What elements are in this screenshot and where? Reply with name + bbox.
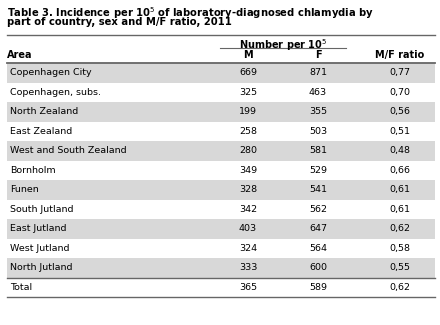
Bar <box>7 83 435 102</box>
Text: 589: 589 <box>309 283 327 292</box>
Bar <box>7 180 435 200</box>
Text: 365: 365 <box>239 283 257 292</box>
Bar <box>7 161 435 180</box>
Text: 669: 669 <box>239 68 257 77</box>
Text: 0,62: 0,62 <box>389 224 411 233</box>
Text: 0,61: 0,61 <box>389 205 411 214</box>
Text: 349: 349 <box>239 166 257 175</box>
Bar <box>7 63 435 83</box>
Text: 333: 333 <box>239 263 257 272</box>
Text: 600: 600 <box>309 263 327 272</box>
Bar <box>7 102 435 122</box>
Text: 0,66: 0,66 <box>389 166 411 175</box>
Text: 0,70: 0,70 <box>389 88 411 97</box>
Text: East Jutland: East Jutland <box>10 224 66 233</box>
Text: 328: 328 <box>239 185 257 194</box>
Text: 280: 280 <box>239 146 257 155</box>
Text: West Jutland: West Jutland <box>10 244 70 253</box>
Text: 647: 647 <box>309 224 327 233</box>
Text: 529: 529 <box>309 166 327 175</box>
Text: North Jutland: North Jutland <box>10 263 73 272</box>
Bar <box>7 141 435 161</box>
Text: East Zealand: East Zealand <box>10 127 72 136</box>
Text: Copenhagen, subs.: Copenhagen, subs. <box>10 88 101 97</box>
Text: Total: Total <box>10 283 32 292</box>
Text: 0,77: 0,77 <box>389 68 411 77</box>
Text: South Jutland: South Jutland <box>10 205 73 214</box>
Text: 541: 541 <box>309 185 327 194</box>
Text: 0,55: 0,55 <box>389 263 411 272</box>
Text: 0,61: 0,61 <box>389 185 411 194</box>
Text: 325: 325 <box>239 88 257 97</box>
Text: 199: 199 <box>239 107 257 116</box>
Text: North Zealand: North Zealand <box>10 107 78 116</box>
Text: 324: 324 <box>239 244 257 253</box>
Text: 0,51: 0,51 <box>389 127 411 136</box>
Text: 0,48: 0,48 <box>389 146 411 155</box>
Text: 0,58: 0,58 <box>389 244 411 253</box>
Text: Table 3. Incidence per 10$^5$ of laboratory-diagnosed chlamydia by: Table 3. Incidence per 10$^5$ of laborat… <box>7 5 374 21</box>
Text: 403: 403 <box>239 224 257 233</box>
Bar <box>7 258 435 278</box>
Text: Bornholm: Bornholm <box>10 166 55 175</box>
Text: Number per 10$^5$: Number per 10$^5$ <box>239 37 327 53</box>
Text: 463: 463 <box>309 88 327 97</box>
Text: 581: 581 <box>309 146 327 155</box>
Text: 0,56: 0,56 <box>389 107 411 116</box>
Text: part of country, sex and M/F ratio, 2011: part of country, sex and M/F ratio, 2011 <box>7 17 232 27</box>
Text: F: F <box>315 50 321 60</box>
Text: West and South Zealand: West and South Zealand <box>10 146 127 155</box>
Text: 564: 564 <box>309 244 327 253</box>
Text: Area: Area <box>7 50 33 60</box>
Bar <box>7 122 435 141</box>
Text: M/F ratio: M/F ratio <box>375 50 425 60</box>
Bar <box>7 219 435 239</box>
Bar <box>7 239 435 258</box>
Text: Funen: Funen <box>10 185 39 194</box>
Text: Copenhagen City: Copenhagen City <box>10 68 92 77</box>
Text: 562: 562 <box>309 205 327 214</box>
Text: M: M <box>243 50 253 60</box>
Text: 258: 258 <box>239 127 257 136</box>
Text: 0,62: 0,62 <box>389 283 411 292</box>
Text: 503: 503 <box>309 127 327 136</box>
Text: 871: 871 <box>309 68 327 77</box>
Text: 355: 355 <box>309 107 327 116</box>
Text: 342: 342 <box>239 205 257 214</box>
Bar <box>7 200 435 219</box>
